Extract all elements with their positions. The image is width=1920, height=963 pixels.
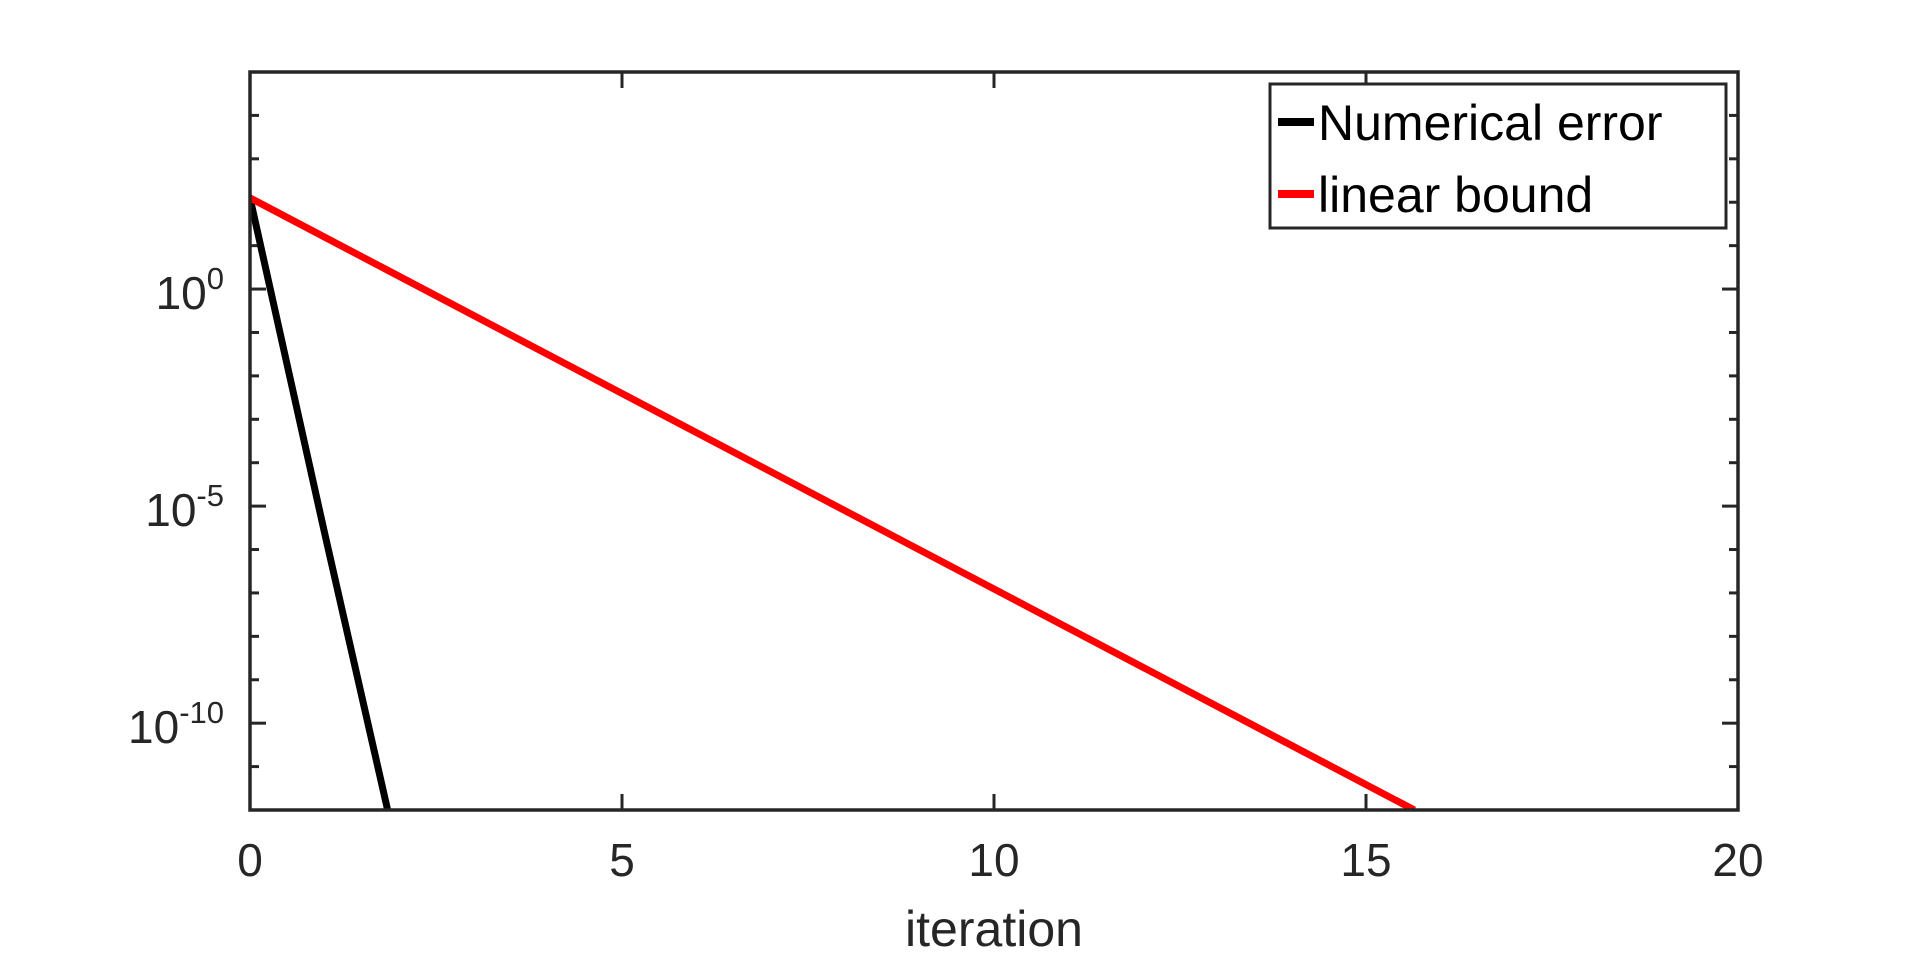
x-tick-label: 10 [968, 834, 1019, 886]
y-tick-base: 10 [145, 484, 196, 536]
legend-label: linear bound [1318, 167, 1593, 223]
y-tick-label: 10-5 [145, 478, 224, 536]
series-line-numerical-error [250, 197, 392, 810]
y-tick-base: 10 [128, 701, 179, 753]
y-tick-exponent: -5 [196, 478, 224, 513]
y-tick-label: 10-10 [128, 695, 224, 753]
y-tick-base: 10 [156, 267, 207, 319]
plot-frame [248, 70, 1740, 812]
x-axis-label: iteration [905, 901, 1083, 957]
x-tick-labels: 0 5 10 15 20 [237, 834, 1763, 886]
x-tick-label: 5 [609, 834, 635, 886]
x-tick-label: 20 [1712, 834, 1763, 886]
series-lines [250, 194, 1416, 810]
x-tick-label: 0 [237, 834, 263, 886]
series-line-linear-bound [250, 194, 1416, 810]
legend-label: Numerical error [1318, 95, 1663, 151]
y-tick-label: 100 [156, 261, 224, 319]
y-tick-exponent: 0 [207, 261, 224, 296]
y-tick-exponent: -10 [179, 695, 224, 730]
legend: Numerical error linear bound [1268, 82, 1728, 230]
x-tick-label: 15 [1340, 834, 1391, 886]
legend-box [1268, 82, 1728, 230]
